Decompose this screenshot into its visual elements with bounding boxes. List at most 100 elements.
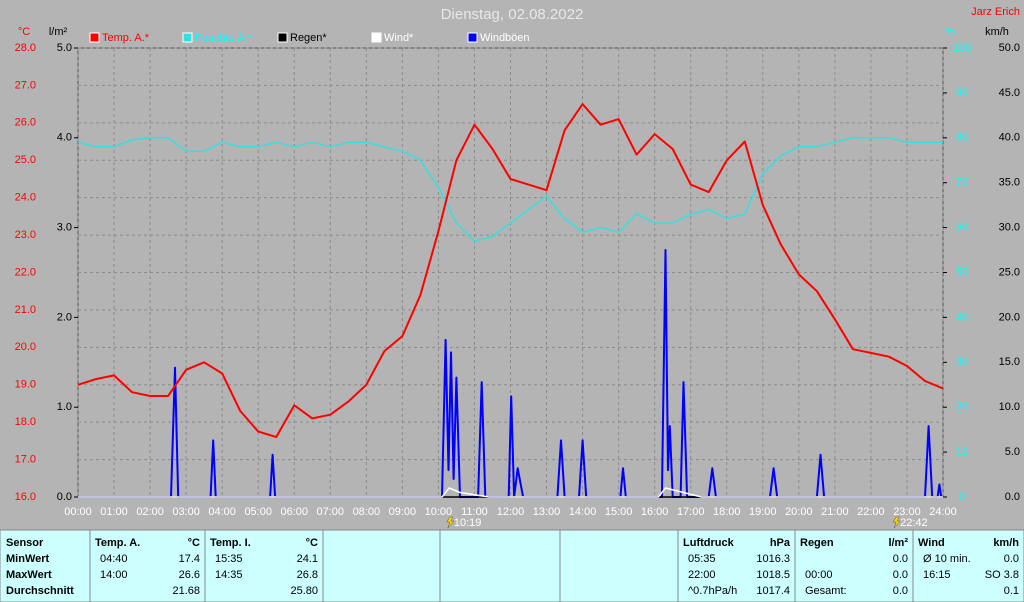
author: Jarz Erich — [971, 6, 1020, 18]
y4-tick-label: 30.0 — [999, 222, 1020, 234]
y3-tick-label: 2.0 — [57, 311, 72, 323]
x-tick-label: 20:00 — [785, 506, 813, 518]
y4-tick-label: 25.0 — [999, 266, 1020, 278]
cell-value: 0.0 — [893, 553, 908, 565]
cell-label: Gesamt: — [805, 585, 847, 597]
chart-title: Dienstag, 02.08.2022 — [441, 6, 584, 23]
x-tick-label: 02:00 — [136, 506, 164, 518]
cell-value: 25.80 — [290, 585, 318, 597]
x-tick-label: 23:00 — [893, 506, 921, 518]
legend-swatch — [89, 32, 100, 43]
x-tick-label: 18:00 — [713, 506, 741, 518]
y4-tick-label: 50.0 — [999, 42, 1020, 54]
y3-tick-label: 3.0 — [57, 222, 72, 234]
y-tick-label: 22.0 — [15, 266, 36, 278]
cell-label: 05:35 — [688, 553, 716, 565]
cell-value: 26.8 — [297, 569, 318, 581]
x-tick-label: 19:00 — [749, 506, 777, 518]
y4-tick-label: 0.0 — [1005, 491, 1020, 503]
block-title: Regen — [800, 537, 834, 549]
y4-tick-label: 45.0 — [999, 87, 1020, 99]
cell-value: 1017.4 — [756, 585, 790, 597]
row-label: Durchschnitt — [6, 585, 74, 597]
y-tick-label: 17.0 — [15, 453, 36, 465]
annotation-icon — [446, 516, 455, 529]
annotation-label: 22:42 — [900, 517, 928, 529]
x-tick-label: 16:00 — [641, 506, 669, 518]
y-tick-label: 24.0 — [15, 192, 36, 204]
block-unit: °C — [188, 537, 200, 549]
block-title: Temp. I. — [210, 537, 251, 549]
y-tick-label: 18.0 — [15, 416, 36, 428]
legend-swatch — [467, 32, 478, 43]
legend-label: Wind* — [384, 32, 414, 44]
x-tick-label: 17:00 — [677, 506, 705, 518]
series-line — [78, 487, 943, 498]
block-unit: hPa — [770, 537, 791, 549]
cell-label: 14:35 — [215, 569, 243, 581]
y4-tick-label: 10.0 — [999, 401, 1020, 413]
x-tick-label: 13:00 — [533, 506, 561, 518]
y-tick-label: 23.0 — [15, 229, 36, 241]
block-title: Wind — [918, 537, 945, 549]
x-tick-label: 10:00 — [425, 506, 453, 518]
cell-label: 04:40 — [100, 553, 128, 565]
annotation-icon — [892, 516, 901, 529]
row-label: MinWert — [6, 553, 50, 565]
x-tick-label: 07:00 — [317, 506, 345, 518]
x-tick-label: 15:00 — [605, 506, 633, 518]
y2-tick-label: 20 — [956, 401, 968, 413]
y2-tick-label: 60 — [956, 222, 968, 234]
cell-value: 24.1 — [297, 553, 318, 565]
block-title: Temp. A. — [95, 537, 140, 549]
x-tick-label: 08:00 — [353, 506, 381, 518]
y3-axis-title: l/m² — [49, 26, 68, 38]
y2-tick-label: 100 — [953, 42, 971, 54]
annotation-label: 10:19 — [454, 517, 482, 529]
y4-axis-title: km/h — [985, 26, 1009, 38]
block-unit: l/m² — [888, 537, 908, 549]
block-title: Luftdruck — [683, 537, 735, 549]
legend-swatch — [182, 32, 193, 43]
block-unit: km/h — [993, 537, 1019, 549]
cell-label: Ø 10 min. — [923, 553, 971, 565]
stats-table: Sensor MinWert MaxWert Durchschnitt Temp. A.… — [0, 529, 1024, 602]
x-tick-label: 00:00 — [64, 506, 92, 518]
cell-value: 1018.5 — [756, 569, 790, 581]
table-background — [0, 529, 1024, 602]
legend-swatch — [371, 32, 382, 43]
y4-tick-label: 40.0 — [999, 132, 1020, 144]
x-tick-label: 11:00 — [461, 506, 488, 518]
cell-label: 15:35 — [215, 553, 243, 565]
cell-value: SO 3.8 — [985, 569, 1019, 581]
y4-tick-label: 15.0 — [999, 356, 1020, 368]
x-tick-label: 06:00 — [280, 506, 308, 518]
cell-value: 0.0 — [893, 585, 908, 597]
y4-tick-label: 35.0 — [999, 177, 1020, 189]
legend-label: Regen* — [290, 32, 327, 44]
cell-label: 16:15 — [923, 569, 951, 581]
x-tick-label: 04:00 — [208, 506, 236, 518]
y2-tick-label: 80 — [956, 132, 968, 144]
x-tick-label: 03:00 — [172, 506, 200, 518]
y-tick-label: 20.0 — [15, 341, 36, 353]
row-label: MaxWert — [6, 569, 52, 581]
y4-tick-label: 20.0 — [999, 311, 1020, 323]
cell-value: 0.0 — [893, 569, 908, 581]
cell-label: 22:00 — [688, 569, 716, 581]
cell-value: 1016.3 — [756, 553, 790, 565]
cell-value: 26.6 — [179, 569, 200, 581]
y2-tick-label: 50 — [956, 266, 968, 278]
x-tick-label: 21:00 — [821, 506, 849, 518]
y2-tick-label: 70 — [956, 177, 968, 189]
y-tick-label: 28.0 — [15, 42, 36, 54]
y2-tick-label: 0 — [959, 491, 965, 503]
table-header: Sensor — [6, 537, 44, 549]
x-tick-label: 05:00 — [244, 506, 272, 518]
y2-tick-label: 30 — [956, 356, 968, 368]
cell-label: ^0.7hPa/h — [688, 585, 737, 597]
y2-tick-label: 10 — [956, 446, 968, 458]
cell-label: 14:00 — [100, 569, 128, 581]
